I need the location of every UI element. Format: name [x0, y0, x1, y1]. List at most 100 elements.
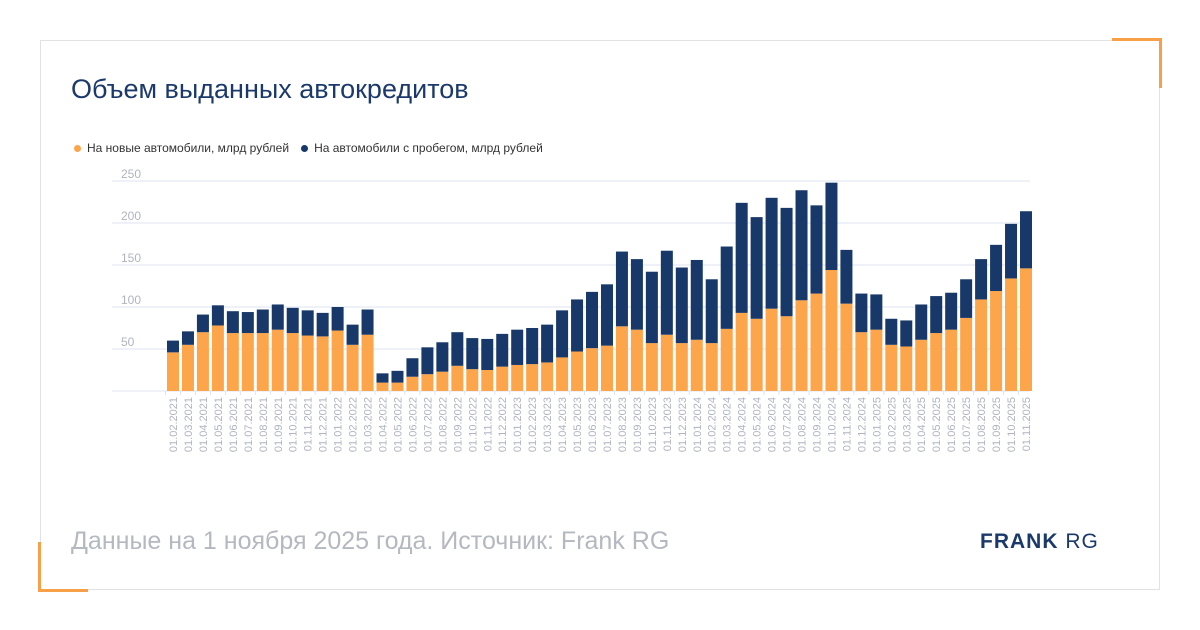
x-tick-label: 01.11.2021 — [303, 397, 315, 451]
bar-used-cars — [196, 314, 209, 333]
bar-used-cars — [825, 182, 838, 271]
bar-used-cars — [556, 310, 569, 358]
bar-used-cars — [481, 338, 494, 370]
x-tick-label: 01.12.2023 — [677, 397, 689, 452]
bar-used-cars — [211, 305, 224, 326]
bar-new-cars — [196, 332, 209, 391]
bar-used-cars — [795, 190, 808, 301]
bar-used-cars — [316, 312, 329, 337]
bar-used-cars — [331, 307, 344, 331]
bar-new-cars — [1005, 278, 1018, 391]
bar-new-cars — [690, 339, 703, 391]
x-tick-label: 01.02.2022 — [348, 397, 360, 452]
bar-used-cars — [780, 207, 793, 317]
x-tick-label: 01.04.2025 — [916, 397, 928, 452]
bar-used-cars — [930, 296, 943, 334]
x-tick-label: 01.02.2021 — [168, 397, 180, 452]
x-tick-label: 01.04.2023 — [557, 397, 569, 452]
bar-used-cars — [406, 358, 419, 377]
bar-used-cars — [511, 329, 524, 365]
bar-used-cars — [885, 318, 898, 345]
x-tick-label: 01.06.2022 — [407, 397, 419, 452]
corner-accent-top-right — [1112, 38, 1162, 88]
bar-used-cars — [391, 370, 404, 383]
x-tick-label: 01.02.2024 — [707, 397, 719, 452]
bar-new-cars — [735, 312, 748, 391]
bar-used-cars — [810, 205, 823, 294]
bar-used-cars — [526, 328, 539, 365]
x-tick-label: 01.05.2021 — [213, 397, 225, 452]
bar-used-cars — [990, 244, 1003, 292]
x-tick-label: 01.05.2025 — [931, 397, 943, 452]
bar-new-cars — [930, 333, 943, 391]
bar-used-cars — [256, 309, 269, 334]
x-tick-label: 01.11.2023 — [662, 397, 674, 451]
bar-new-cars — [256, 333, 269, 391]
bar-used-cars — [586, 291, 599, 349]
x-tick-label: 01.12.2024 — [856, 397, 868, 452]
x-tick-label: 01.08.2024 — [797, 397, 809, 452]
bar-used-cars — [271, 304, 284, 330]
x-tick-label: 01.07.2021 — [243, 397, 255, 452]
bar-new-cars — [571, 351, 584, 391]
chart-title: Объем выданных автокредитов — [71, 74, 469, 104]
bar-used-cars — [945, 292, 958, 330]
bar-new-cars — [496, 366, 509, 391]
bar-used-cars — [226, 311, 239, 334]
x-tick-label: 01.08.2022 — [437, 397, 449, 452]
x-tick-label: 01.05.2022 — [392, 397, 404, 452]
bar-new-cars — [346, 344, 359, 391]
x-tick-label: 01.03.2025 — [901, 397, 913, 452]
bar-new-cars — [990, 291, 1003, 391]
bar-new-cars — [915, 339, 928, 391]
bar-new-cars — [765, 308, 778, 391]
bar-used-cars — [301, 310, 314, 336]
x-tick-label: 01.07.2024 — [782, 397, 794, 452]
bar-new-cars — [660, 334, 673, 391]
x-tick-label: 01.12.2022 — [497, 397, 509, 452]
x-tick-label: 01.10.2021 — [288, 397, 300, 452]
x-tick-label: 01.09.2023 — [632, 397, 644, 452]
bar-used-cars — [361, 309, 374, 335]
bar-used-cars — [286, 307, 299, 334]
x-tick-label: 01.07.2022 — [422, 397, 434, 452]
bar-new-cars — [960, 317, 973, 391]
bar-used-cars — [630, 259, 643, 330]
bar-used-cars — [181, 331, 194, 345]
bar-new-cars — [900, 346, 913, 391]
x-tick-label: 01.09.2024 — [811, 397, 823, 452]
bar-used-cars — [900, 320, 913, 347]
x-tick-label: 01.05.2024 — [752, 397, 764, 452]
bar-used-cars — [960, 279, 973, 318]
bar-used-cars — [600, 284, 613, 346]
bar-used-cars — [167, 340, 179, 353]
x-tick-label: 01.04.2024 — [737, 397, 749, 452]
x-tick-label: 01.09.2025 — [991, 397, 1003, 452]
legend-item-new: На новые автомобили, млрд рублей — [74, 141, 289, 155]
y-tick-label: 250 — [121, 167, 141, 181]
x-tick-label: 01.02.2023 — [527, 397, 539, 452]
bar-new-cars — [556, 357, 569, 391]
bar-new-cars — [870, 329, 883, 391]
x-tick-label: 01.01.2024 — [692, 397, 704, 452]
bar-new-cars — [436, 371, 449, 391]
bar-new-cars — [211, 325, 224, 391]
bar-new-cars — [406, 376, 419, 391]
bar-used-cars — [346, 324, 359, 345]
bar-new-cars — [750, 318, 763, 391]
bar-new-cars — [795, 300, 808, 391]
bar-used-cars — [735, 202, 748, 313]
bar-new-cars — [945, 329, 958, 391]
x-tick-label: 01.06.2021 — [228, 397, 240, 452]
legend-item-used: На автомобили с пробегом, млрд рублей — [301, 141, 543, 155]
bar-used-cars — [675, 267, 688, 344]
bar-new-cars — [885, 344, 898, 391]
bar-new-cars — [376, 382, 389, 391]
bar-used-cars — [436, 342, 449, 372]
bar-used-cars — [571, 299, 584, 352]
bar-used-cars — [615, 251, 628, 327]
x-tick-label: 01.11.2022 — [482, 397, 494, 451]
bar-used-cars — [975, 259, 988, 300]
x-tick-label: 01.09.2021 — [273, 397, 285, 452]
